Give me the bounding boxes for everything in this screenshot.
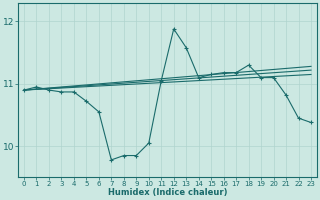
- X-axis label: Humidex (Indice chaleur): Humidex (Indice chaleur): [108, 188, 227, 197]
